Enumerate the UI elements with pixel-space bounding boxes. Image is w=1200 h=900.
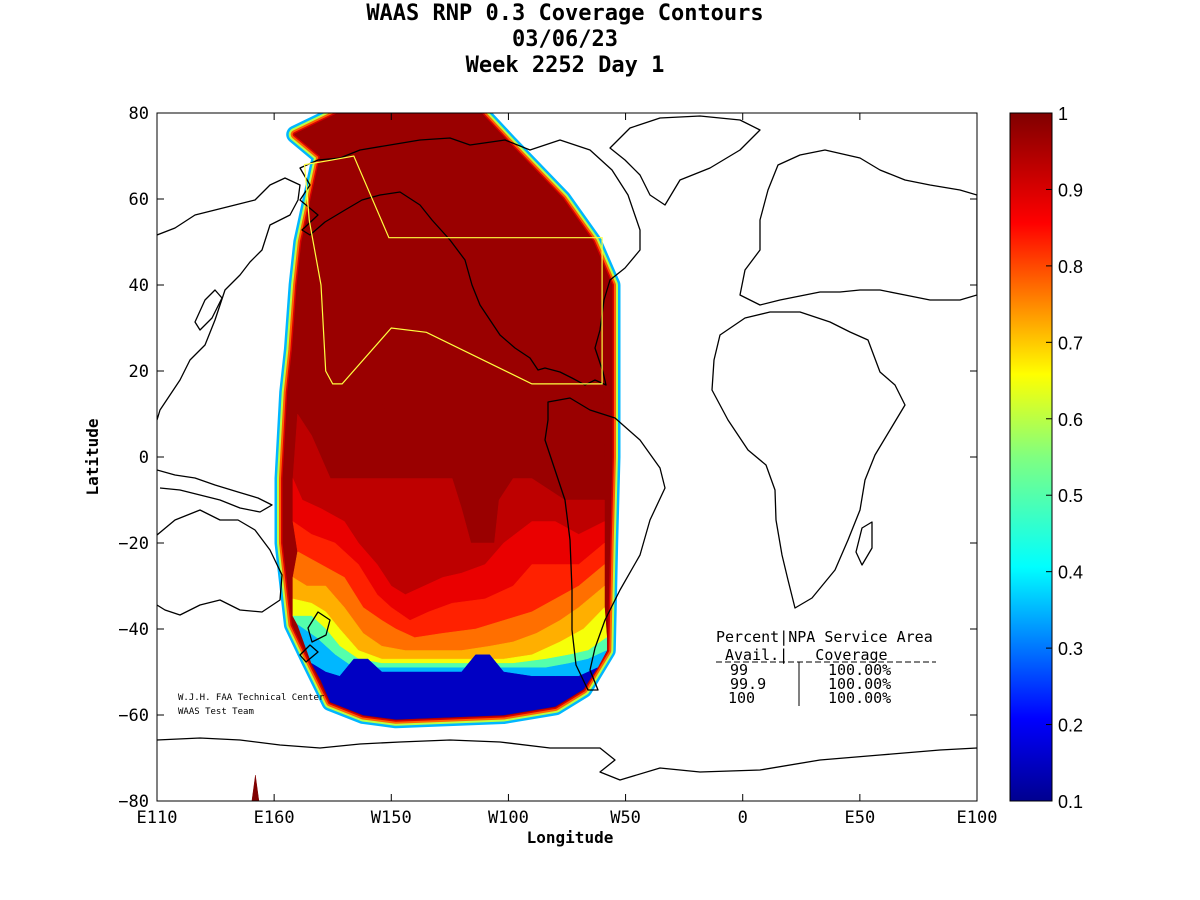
y-tick-label: −20: [118, 534, 149, 554]
x-tick-label: W100: [488, 808, 529, 828]
colorbar-tick-label: 0.1: [1058, 792, 1083, 812]
australia-coast: [157, 509, 283, 616]
coverage-contours: [251, 113, 612, 801]
asia-coast: [157, 177, 301, 421]
colorbar-ticks: 1 0.9 0.8 0.7 0.6 0.5 0.4 0.3 0.2 0.1: [1046, 104, 1083, 812]
colorbar: 1 0.9 0.8 0.7 0.6 0.5 0.4 0.3 0.2 0.1: [1009, 104, 1083, 812]
y-tick-label: 20: [129, 362, 149, 382]
y-tick-label: −60: [118, 706, 149, 726]
x-axis-label: Longitude: [527, 828, 614, 847]
indonesia-coast: [157, 469, 273, 513]
antarctica-coast: [157, 737, 977, 781]
colorbar-tick-label: 0.2: [1058, 716, 1083, 736]
x-tick-label: E160: [254, 808, 295, 828]
colorbar-tick-label: 0.6: [1058, 410, 1083, 430]
table-header-1: Percent|NPA Service Area: [716, 628, 933, 646]
north-america-coast: [299, 137, 641, 386]
africa-coast: [711, 311, 906, 609]
npa-service-area-boundary: [303, 155, 603, 385]
south-america-coast: [544, 397, 666, 691]
x-axis-ticks: E110 E160 W150 W100 W50 0 E50 E100: [137, 113, 998, 828]
coverage-band-9: [310, 654, 599, 720]
chart-title: WAAS RNP 0.3 Coverage Contours: [366, 1, 764, 26]
colorbar-tick-label: 0.4: [1058, 563, 1083, 583]
table-avail-2: 99.9: [730, 675, 766, 693]
colorbar-tick-label: 1: [1058, 104, 1068, 124]
x-tick-label: E110: [137, 808, 178, 828]
coastlines: [157, 115, 977, 781]
greenland-coast: [609, 115, 761, 206]
y-tick-label: −40: [118, 620, 149, 640]
colorbar-tick-label: 0.9: [1058, 180, 1083, 200]
colorbar-tick-label: 0.5: [1058, 486, 1083, 506]
table-header-2: Avail.| Coverage: [725, 646, 888, 664]
x-tick-label: W150: [371, 808, 412, 828]
y-axis-label: Latitude: [83, 418, 102, 495]
y-axis-ticks: 80 60 40 20 0 −20 −40 −60 −80: [118, 104, 977, 812]
table-avail-3: 100: [728, 689, 755, 707]
colorbar-tick-label: 0.3: [1058, 639, 1083, 659]
table-coverage-2: 100.00%: [828, 675, 891, 693]
x-tick-label: E100: [957, 808, 998, 828]
table-avail-1: 99: [730, 661, 748, 679]
europe-coast: [739, 149, 977, 306]
japan-coast: [194, 289, 223, 331]
coverage-band-10: [251, 775, 260, 801]
credit-line-1: W.J.H. FAA Technical Center: [178, 693, 325, 703]
chart-date: 03/06/23: [512, 27, 618, 52]
y-tick-label: 0: [139, 448, 149, 468]
colorbar-gradient: [1009, 112, 1053, 802]
y-tick-label: 80: [129, 104, 149, 124]
y-tick-label: 60: [129, 190, 149, 210]
credit-line-2: WAAS Test Team: [178, 707, 254, 717]
colorbar-tick-label: 0.8: [1058, 257, 1083, 277]
madagascar-coast: [855, 521, 873, 566]
credits: W.J.H. FAA Technical Center WAAS Test Te…: [178, 693, 325, 717]
table-coverage-3: 100.00%: [828, 689, 891, 707]
x-tick-label: W50: [610, 808, 641, 828]
x-tick-label: E50: [844, 808, 875, 828]
table-coverage-1: 100.00%: [828, 661, 891, 679]
y-tick-label: −80: [118, 792, 149, 812]
plot-area: [157, 113, 977, 801]
coverage-table: Percent|NPA Service Area Avail.| Coverag…: [716, 628, 936, 707]
y-tick-label: 40: [129, 276, 149, 296]
x-tick-label: 0: [738, 808, 748, 828]
colorbar-tick-label: 0.7: [1058, 333, 1083, 353]
chart-week: Week 2252 Day 1: [465, 53, 665, 78]
new-zealand-coast: [299, 611, 331, 663]
